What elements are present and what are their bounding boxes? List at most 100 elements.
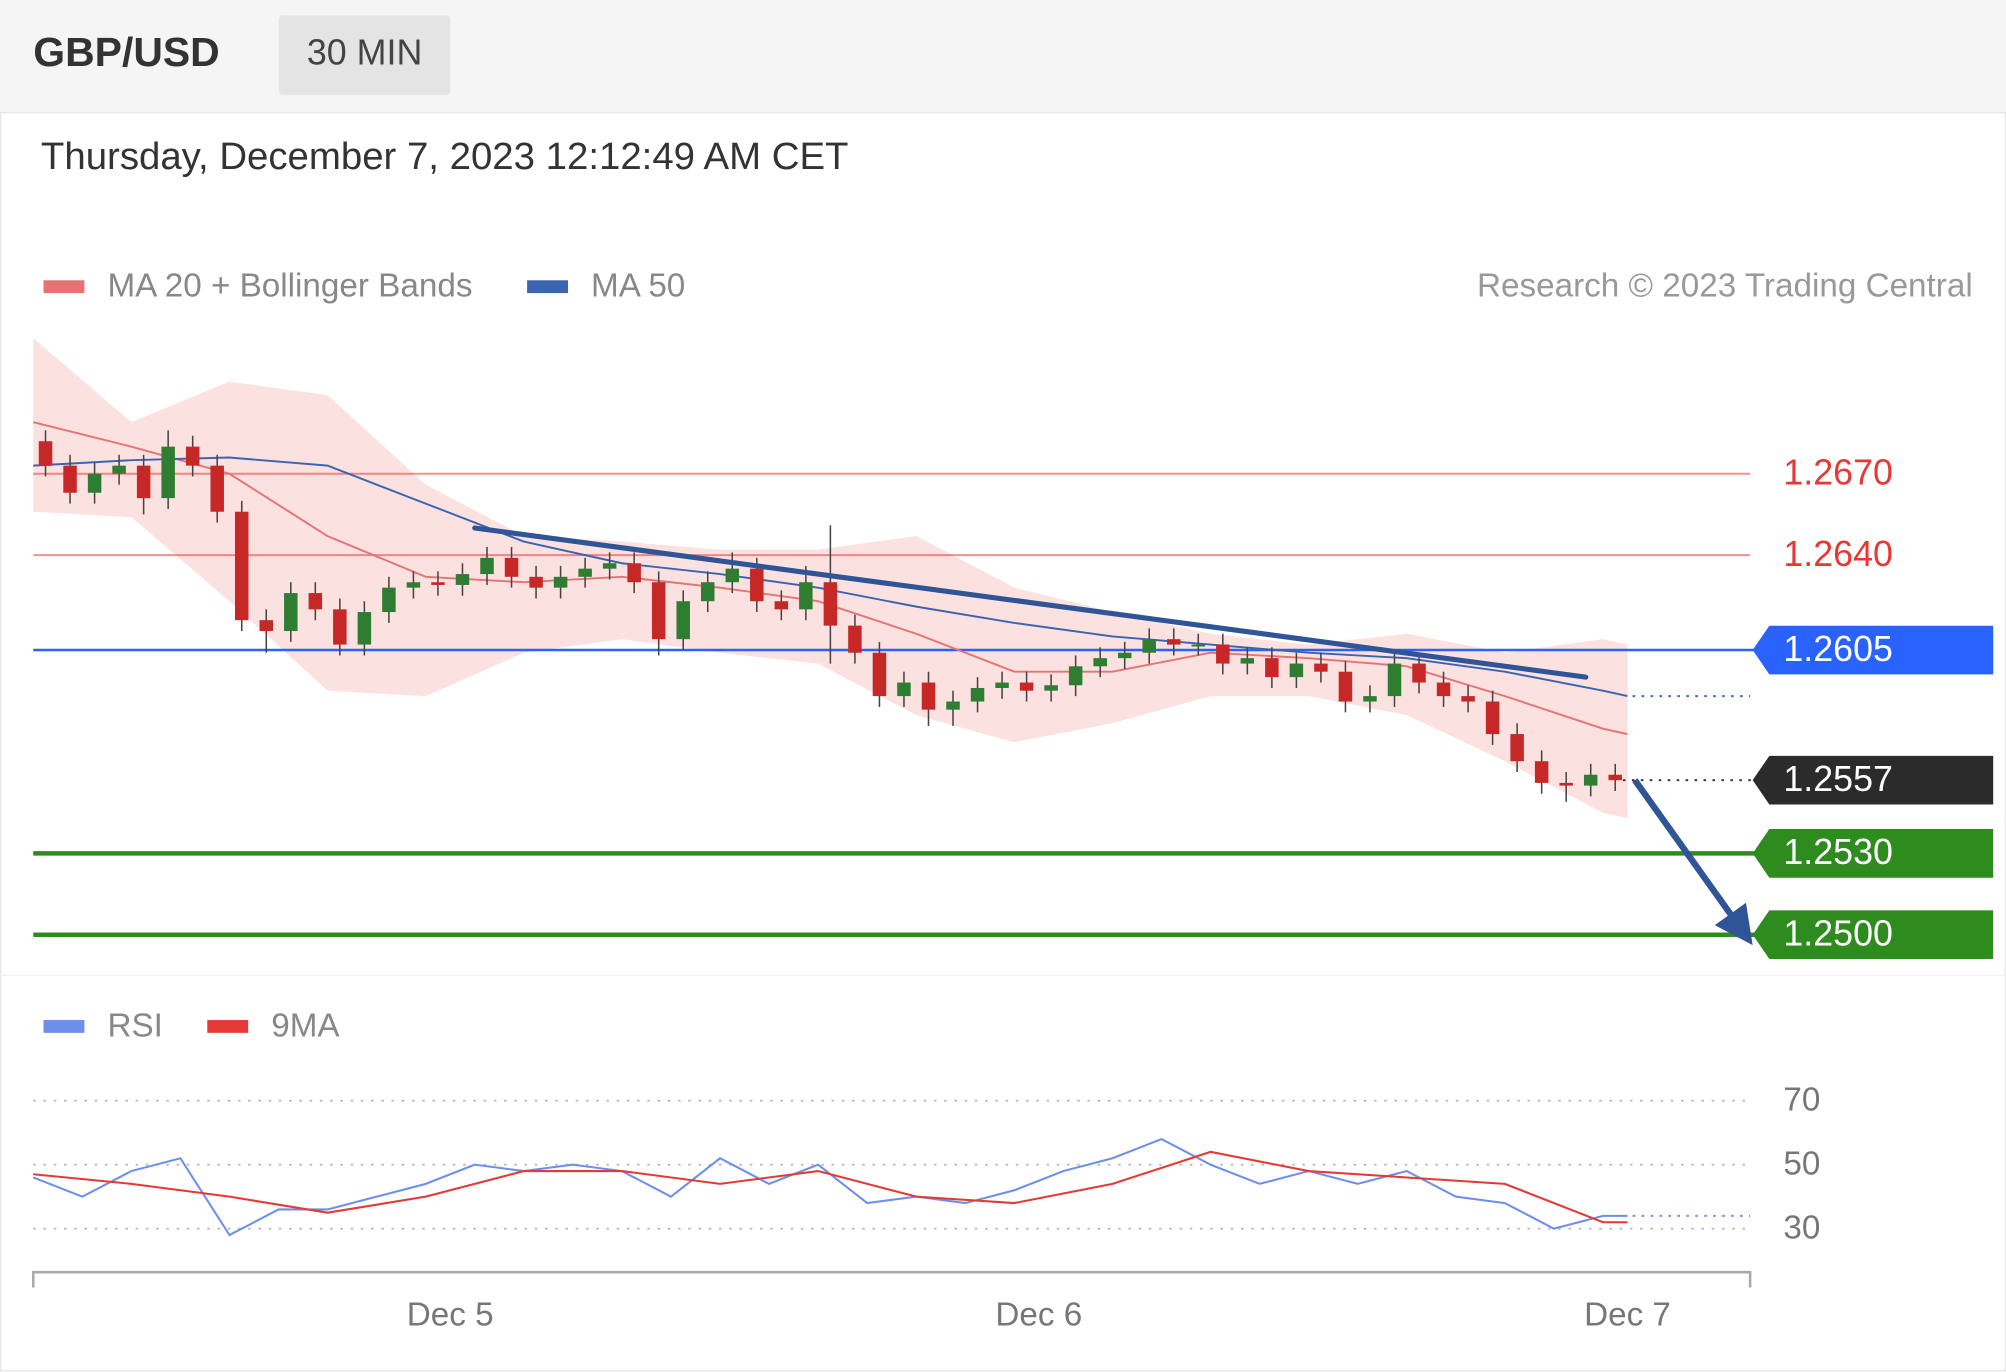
candle-body (553, 576, 568, 588)
candle-body (1436, 682, 1451, 697)
candle-body (1289, 663, 1304, 678)
legend-swatch (43, 1020, 85, 1033)
candle-body (406, 582, 421, 588)
candle-body (455, 574, 470, 585)
legend-swatch (43, 280, 85, 294)
candle-body (1461, 696, 1475, 702)
candle-body (1142, 639, 1156, 653)
candle-body (774, 601, 789, 610)
candle-body (1265, 658, 1279, 678)
level-label: 1.2605 (1783, 629, 1893, 669)
candle-body (750, 568, 764, 602)
interval-button[interactable] (278, 15, 451, 95)
level-label: 1.2670 (1783, 453, 1893, 493)
candle-body (480, 557, 494, 575)
candle-body (1019, 682, 1034, 691)
y-tick-label: 30 (1783, 1210, 1820, 1247)
candle-body (578, 568, 592, 577)
candle-body (946, 701, 960, 710)
candle-body (1608, 774, 1622, 781)
source-credit: Research © 2023 Trading Central (1477, 268, 1973, 305)
candle-body (357, 612, 372, 645)
candle-body (1314, 663, 1328, 672)
candle-body (1412, 663, 1426, 683)
legend-swatch (207, 1020, 249, 1033)
candle-body (161, 446, 175, 499)
legend-label: 9MA (271, 1007, 340, 1044)
legend-label: MA 50 (591, 268, 685, 305)
interval-label[interactable]: 30 MIN (307, 32, 422, 72)
candle-body (234, 511, 249, 621)
y-tick-label: 70 (1783, 1082, 1820, 1119)
level-tag (1752, 829, 1994, 878)
panel-border (0, 111, 2006, 1372)
candle-body (63, 465, 77, 493)
candle-body (1559, 782, 1573, 786)
symbol: GBP/USD (33, 29, 219, 75)
candle-body (799, 582, 813, 610)
candle-body (504, 557, 519, 577)
candle-body (1044, 685, 1058, 691)
level-label: 1.2557 (1783, 759, 1893, 799)
candle-body (823, 582, 838, 626)
candle-body (1534, 761, 1549, 783)
level-tag (1752, 755, 1994, 805)
moving-average-line (33, 456, 1628, 698)
candle-body (284, 593, 298, 632)
level-label: 1.2530 (1783, 832, 1893, 872)
candle-body (897, 682, 911, 697)
candle-body (627, 563, 641, 583)
x-axis (31, 1270, 1752, 1288)
candle-body (1510, 734, 1524, 762)
level-label: 1.2640 (1783, 534, 1893, 574)
candle-body (87, 473, 102, 493)
indicator-line (33, 1150, 1628, 1224)
candle-body (1191, 644, 1206, 647)
candle-body (185, 446, 200, 466)
candle-body (1216, 644, 1230, 664)
candle-body (921, 682, 936, 710)
candle-body (38, 441, 53, 466)
candle-body (701, 582, 715, 602)
level-tag (1752, 625, 1994, 675)
trendline (472, 525, 1589, 680)
x-tick-label: Dec 5 (407, 1297, 494, 1334)
candle-body (431, 582, 445, 585)
x-tick-label: Dec 7 (1584, 1297, 1671, 1334)
candle-body (1117, 652, 1132, 659)
candle-body (970, 687, 985, 702)
candle-body (1363, 696, 1377, 702)
candle-body (1167, 639, 1181, 645)
candle-body (333, 609, 347, 645)
candle-body (308, 593, 323, 610)
candle-body (602, 563, 617, 569)
level-label: 1.2500 (1783, 913, 1893, 953)
candle-body (1485, 701, 1500, 735)
legend-swatch (527, 280, 569, 294)
candle-body (1093, 658, 1107, 667)
candle-body (112, 465, 126, 474)
candle-body (848, 625, 862, 653)
candle-body (872, 652, 887, 697)
candle-body (1240, 658, 1255, 664)
level-tag (1752, 910, 1994, 960)
forecast-arrow (1632, 778, 1753, 946)
candle-body (995, 682, 1009, 688)
candle-body (1387, 663, 1402, 697)
candle-body (651, 582, 666, 640)
legend-label: RSI (107, 1007, 162, 1044)
candle-body (1338, 671, 1353, 702)
candle-body (259, 620, 274, 632)
candle-body (676, 601, 690, 640)
y-tick-label: 50 (1783, 1146, 1820, 1183)
timestamp: Thursday, December 7, 2023 12:12:49 AM C… (41, 135, 849, 178)
legend-label: MA 20 + Bollinger Bands (107, 268, 472, 305)
price-panel: MA 20 + Bollinger Bands MA 50 Research © 2… (33, 268, 1994, 960)
candle-body (210, 465, 224, 512)
candle-body (1068, 666, 1083, 686)
rsi-panel: RSI 9MA 30 50 70 Dec 5 Dec 6 Dec 7 (31, 1007, 1820, 1334)
candle-body (382, 587, 396, 613)
candle-body (529, 576, 543, 588)
candle-body (1583, 774, 1598, 786)
candle-body (136, 465, 151, 499)
